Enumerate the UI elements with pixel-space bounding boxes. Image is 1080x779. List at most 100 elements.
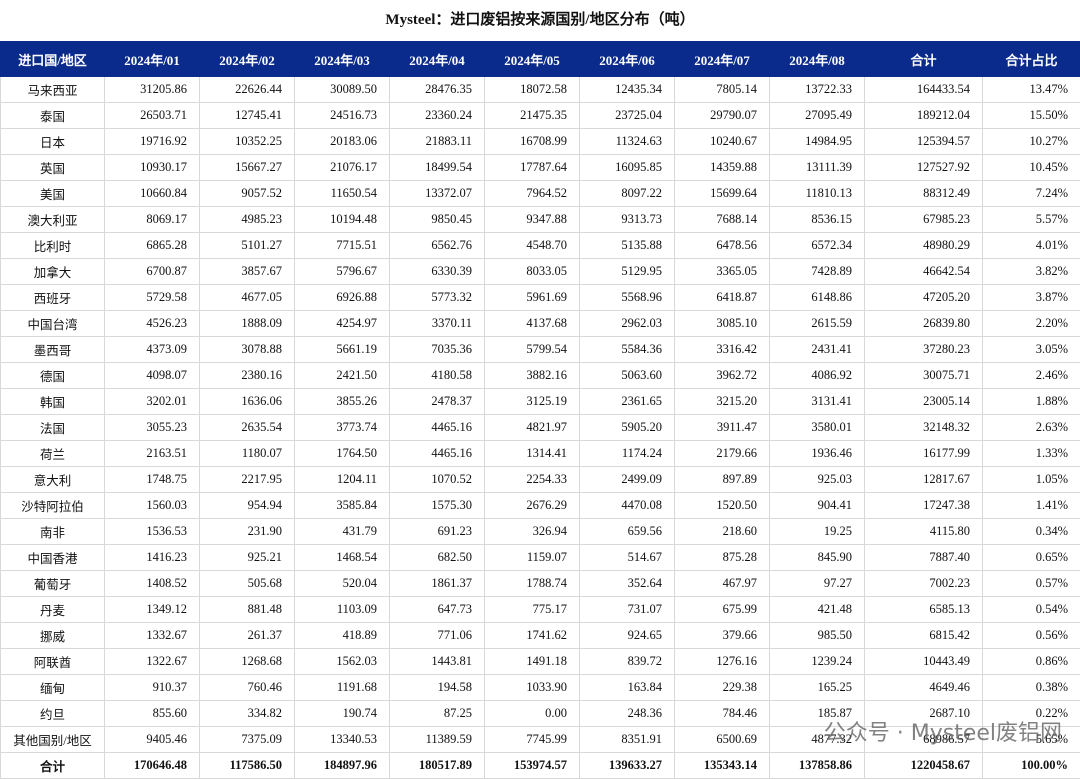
table-cell: 31205.86 [105, 77, 200, 103]
header-cell: 进口国/地区 [1, 42, 105, 77]
table-cell: 8033.05 [485, 259, 580, 285]
table-cell: 10.27% [983, 129, 1080, 155]
table-cell: 97.27 [770, 571, 865, 597]
table-cell: 3370.11 [390, 311, 485, 337]
table-cell: 5961.69 [485, 285, 580, 311]
table-cell: 925.03 [770, 467, 865, 493]
table-cell: 4180.58 [390, 363, 485, 389]
table-cell: 7428.89 [770, 259, 865, 285]
table-cell: 2499.09 [580, 467, 675, 493]
table-cell: 520.04 [295, 571, 390, 597]
table-cell: 4465.16 [390, 441, 485, 467]
table-cell: 117586.50 [200, 753, 295, 779]
table-cell: 21883.11 [390, 129, 485, 155]
table-cell: 12435.34 [580, 77, 675, 103]
table-cell: 897.89 [675, 467, 770, 493]
table-cell: 647.73 [390, 597, 485, 623]
table-cell: 659.56 [580, 519, 675, 545]
table-cell: 1.33% [983, 441, 1080, 467]
table-cell: 7.24% [983, 181, 1080, 207]
title: Mysteel：进口废铝按来源国别/地区分布（吨） [0, 0, 1080, 41]
table-cell: 9347.88 [485, 207, 580, 233]
table-cell: 1536.53 [105, 519, 200, 545]
table-cell: 24516.73 [295, 103, 390, 129]
table-cell: 3365.05 [675, 259, 770, 285]
table-cell: 1033.90 [485, 675, 580, 701]
table-cell: 1936.46 [770, 441, 865, 467]
table-cell: 2179.66 [675, 441, 770, 467]
table-cell: 13111.39 [770, 155, 865, 181]
table-cell: 19.25 [770, 519, 865, 545]
table-cell: 184897.96 [295, 753, 390, 779]
table-cell: 16095.85 [580, 155, 675, 181]
table-cell: 18499.54 [390, 155, 485, 181]
table-cell: 28476.35 [390, 77, 485, 103]
table-cell: 1636.06 [200, 389, 295, 415]
table-cell: 1103.09 [295, 597, 390, 623]
table-cell: 248.36 [580, 701, 675, 727]
table-cell: 12817.67 [865, 467, 983, 493]
header-cell: 2024年/04 [390, 42, 485, 77]
table-cell: 5584.36 [580, 337, 675, 363]
table-cell: 0.54% [983, 597, 1080, 623]
table-cell: 1562.03 [295, 649, 390, 675]
header-cell: 2024年/07 [675, 42, 770, 77]
table-cell: 9850.45 [390, 207, 485, 233]
table-cell: 1322.67 [105, 649, 200, 675]
table-cell: 比利时 [1, 233, 105, 259]
table-cell: 1888.09 [200, 311, 295, 337]
table-cell: 7715.51 [295, 233, 390, 259]
table-cell: 5773.32 [390, 285, 485, 311]
table-cell: 其他国别/地区 [1, 727, 105, 753]
table-cell: 中国台湾 [1, 311, 105, 337]
table-cell: 954.94 [200, 493, 295, 519]
table-cell: 6562.76 [390, 233, 485, 259]
table-cell: 2380.16 [200, 363, 295, 389]
table-cell: 137858.86 [770, 753, 865, 779]
table-cell: 3085.10 [675, 311, 770, 337]
table-cell: 0.65% [983, 545, 1080, 571]
table-cell: 1239.24 [770, 649, 865, 675]
table-cell: 1314.41 [485, 441, 580, 467]
table-cell: 88312.49 [865, 181, 983, 207]
table-cell: 3078.88 [200, 337, 295, 363]
table-cell: 15699.64 [675, 181, 770, 207]
table-cell: 5729.58 [105, 285, 200, 311]
table-cell: 4086.92 [770, 363, 865, 389]
table-cell: 0.56% [983, 623, 1080, 649]
table-cell: 挪威 [1, 623, 105, 649]
table-cell: 3215.20 [675, 389, 770, 415]
table-cell: 164433.54 [865, 77, 983, 103]
table-cell: 19716.92 [105, 129, 200, 155]
table-cell: 2478.37 [390, 389, 485, 415]
table-cell: 4821.97 [485, 415, 580, 441]
table-cell: 葡萄牙 [1, 571, 105, 597]
table-cell: 沙特阿拉伯 [1, 493, 105, 519]
table-cell: 0.57% [983, 571, 1080, 597]
table-cell: 127527.92 [865, 155, 983, 181]
table-cell: 682.50 [390, 545, 485, 571]
table-cell: 1349.12 [105, 597, 200, 623]
table-cell: 6926.88 [295, 285, 390, 311]
table-cell: 775.17 [485, 597, 580, 623]
table-cell: 15.50% [983, 103, 1080, 129]
table-cell: 4649.46 [865, 675, 983, 701]
table-cell: 7964.52 [485, 181, 580, 207]
table-cell: 3202.01 [105, 389, 200, 415]
table-cell: 985.50 [770, 623, 865, 649]
table-cell: 美国 [1, 181, 105, 207]
table-cell: 352.64 [580, 571, 675, 597]
table-cell: 1560.03 [105, 493, 200, 519]
table-cell: 7035.36 [390, 337, 485, 363]
table-cell: 英国 [1, 155, 105, 181]
table-cell: 139633.27 [580, 753, 675, 779]
table-cell: 0.00 [485, 701, 580, 727]
